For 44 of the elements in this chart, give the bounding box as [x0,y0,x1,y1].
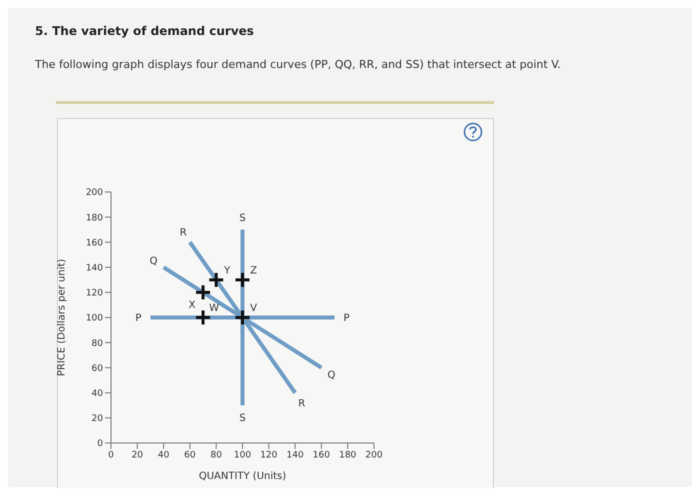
annotation: S [239,412,246,424]
x-tick-label: 200 [365,450,383,460]
y-tick-label: 200 [86,188,104,198]
annotation: S [239,213,246,224]
x-tick-label: 120 [260,450,278,460]
annotation: P [344,313,350,324]
annotation: Q [327,370,336,381]
y-tick-label: 140 [86,263,104,274]
y-tick-label: 80 [92,338,104,349]
point [234,309,251,326]
annotation: W [209,303,220,314]
chart-subtitle: The following graph displays four demand curves (PP, QQ, RR, and SS) that intersect at point V. [35,58,561,71]
annotation: V [250,303,258,314]
y-tick-label: 120 [86,288,104,299]
annotation: R [180,228,187,239]
y-tick-label: 100 [86,314,104,324]
x-tick-label: 180 [339,450,357,460]
point [234,271,251,288]
annotation: X [188,300,196,311]
x-tick-label: 80 [210,450,222,460]
annotation: Y [223,265,232,276]
x-axis-title: QUANTITY (Units) [198,471,286,482]
x-tick-label: 140 [286,450,304,460]
annotation: R [298,398,306,410]
point [208,271,225,288]
x-tick-label: 20 [132,450,144,460]
annotation: Z [250,265,258,276]
x-tick-label: 0 [108,450,114,460]
y-tick-label: 160 [86,238,104,248]
x-tick-label: 40 [158,450,170,460]
y-tick-label: 20 [92,414,104,424]
chart-title: 5. The variety of demand curves [35,24,254,38]
y-tick-label: 40 [92,388,104,399]
y-tick-label: 0 [97,439,104,450]
x-tick-label: 60 [184,450,196,460]
y-tick-label: 60 [92,364,104,374]
annotation: P [135,313,142,324]
point [194,309,212,326]
annotation: Q [150,256,158,268]
y-tick-label: 180 [86,213,104,224]
y-axis-title: PRICE (Dollars per unit) [56,258,68,376]
x-tick-label: 160 [312,450,330,460]
point [194,284,212,301]
x-tick-label: 100 [234,450,252,460]
